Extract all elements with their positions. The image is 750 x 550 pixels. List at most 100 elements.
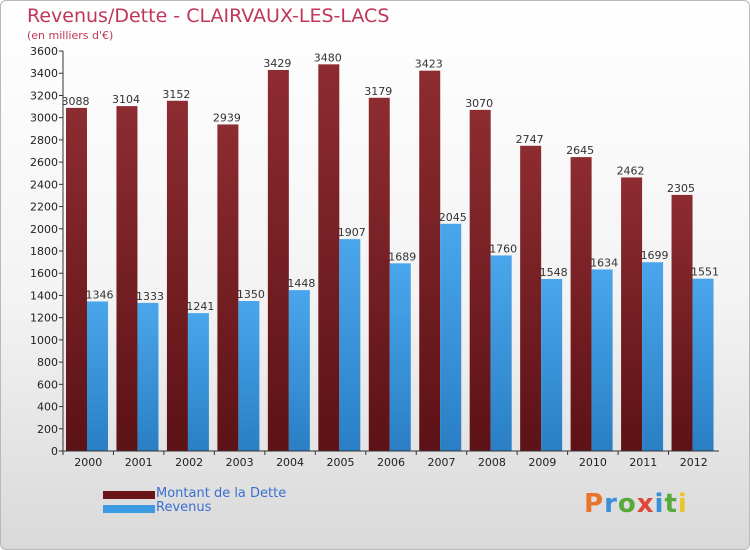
- bar-revenue-2011: [642, 262, 664, 451]
- logo-letter: i: [654, 489, 665, 519]
- data-label-debt-2007: 3423: [415, 58, 443, 71]
- x-tick-label-2008: 2008: [478, 456, 506, 469]
- y-tick-label: 400: [37, 401, 58, 414]
- y-tick-label: 1600: [30, 267, 58, 280]
- data-label-revenue-2010: 1634: [590, 256, 618, 269]
- data-label-revenue-2008: 1760: [489, 242, 517, 255]
- logo-letter: i: [677, 489, 688, 519]
- data-label-revenue-2001: 1333: [136, 290, 164, 303]
- data-label-revenue-2012: 1551: [691, 266, 719, 279]
- bar-debt-2002: [166, 100, 188, 452]
- y-tick-label: 1400: [30, 289, 58, 302]
- x-tick-label-2010: 2010: [579, 456, 607, 469]
- bars-group: [66, 64, 714, 452]
- y-tick-label: 3600: [30, 45, 58, 58]
- y-tick-label: 3400: [30, 67, 58, 80]
- y-tick-label: 2800: [30, 134, 58, 147]
- data-label-debt-2000: 3088: [62, 95, 90, 108]
- bar-revenue-2010: [591, 269, 613, 451]
- data-label-revenue-2006: 1689: [388, 250, 416, 263]
- bar-revenue-2001: [137, 302, 159, 451]
- bar-debt-2000: [66, 107, 87, 451]
- data-label-revenue-2007: 2045: [439, 211, 467, 224]
- x-tick-label-2003: 2003: [226, 456, 254, 469]
- proxiti-logo: Proxiti: [584, 489, 688, 519]
- y-tick-label: 800: [37, 356, 58, 369]
- bar-revenue-2005: [339, 239, 361, 451]
- data-label-revenue-2002: 1241: [186, 300, 214, 313]
- bar-revenue-2004: [288, 290, 310, 451]
- bar-debt-2008: [469, 109, 491, 451]
- data-label-debt-2011: 2462: [617, 164, 645, 177]
- data-label-debt-2002: 3152: [162, 88, 190, 101]
- bar-debt-2004: [267, 70, 289, 451]
- data-label-debt-2008: 3070: [465, 97, 493, 110]
- bar-debt-2009: [520, 145, 542, 451]
- data-label-debt-2004: 3429: [263, 57, 291, 70]
- logo-letter: P: [584, 489, 605, 519]
- x-tick-label-2006: 2006: [377, 456, 405, 469]
- y-tick-label: 200: [37, 423, 58, 436]
- x-tick-label-2012: 2012: [680, 456, 708, 469]
- data-labels: 3088 1346 3104 1333 3152 1241 2939 1350 3429 1448…: [62, 51, 720, 313]
- bar-debt-2007: [419, 70, 441, 452]
- bar-revenue-2012: [692, 278, 714, 451]
- y-tick-label: 2400: [30, 178, 58, 191]
- logo-letter: t: [664, 489, 678, 519]
- bar-revenue-2006: [389, 263, 411, 451]
- y-axis: 0 200 400 600 800 1000 1200 1400 1600 1800 2000 220…: [30, 45, 64, 458]
- y-tick-label: 2600: [30, 156, 58, 169]
- logo-letter: r: [604, 489, 618, 519]
- bar-revenue-2009: [541, 279, 563, 451]
- bar-debt-2011: [621, 177, 643, 451]
- logo-letter: o: [617, 489, 637, 519]
- data-label-revenue-2004: 1448: [287, 277, 315, 290]
- x-tick-label-2009: 2009: [528, 456, 556, 469]
- bar-revenue-2002: [187, 313, 209, 451]
- x-tick-label-2004: 2004: [276, 456, 304, 469]
- y-tick-label: 600: [37, 378, 58, 391]
- bar-debt-2001: [116, 106, 138, 451]
- data-label-debt-2001: 3104: [112, 93, 140, 106]
- data-label-debt-2005: 3480: [314, 51, 342, 64]
- y-tick-label: 0: [51, 445, 58, 458]
- bar-debt-2005: [318, 64, 340, 452]
- x-tick-label-2005: 2005: [327, 456, 355, 469]
- data-label-debt-2012: 2305: [667, 182, 695, 195]
- chart-subtitle: (en milliers d'€): [27, 29, 114, 42]
- chart-title: Revenus/Dette - CLAIRVAUX-LES-LACS: [27, 5, 390, 27]
- data-label-revenue-2011: 1699: [641, 249, 669, 262]
- bar-debt-2012: [671, 194, 693, 451]
- bar-debt-2010: [570, 157, 592, 451]
- data-label-debt-2009: 2747: [516, 133, 544, 146]
- x-tick-label-2000: 2000: [74, 456, 102, 469]
- y-tick-label: 3000: [30, 112, 58, 125]
- y-tick-label: 1800: [30, 245, 58, 258]
- data-label-revenue-2003: 1350: [237, 288, 265, 301]
- y-tick-label: 1200: [30, 312, 58, 325]
- legend-label-debt: Montant de la Dette: [156, 486, 287, 501]
- bar-debt-2006: [368, 97, 390, 452]
- legend-swatch-revenue: [103, 505, 155, 513]
- x-tick-label-2007: 2007: [427, 456, 455, 469]
- x-tick-label-2002: 2002: [175, 456, 203, 469]
- bar-revenue-2008: [490, 255, 512, 451]
- y-tick-label: 3200: [30, 89, 58, 102]
- data-label-revenue-2005: 1907: [338, 226, 366, 239]
- bar-revenue-2007: [440, 223, 462, 451]
- bar-revenue-2003: [238, 301, 260, 451]
- bar-revenue-2000: [87, 301, 108, 451]
- data-label-revenue-2009: 1548: [540, 266, 568, 279]
- legend-label-revenue: Revenus: [156, 500, 212, 515]
- y-tick-label: 2200: [30, 201, 58, 214]
- data-label-debt-2006: 3179: [364, 85, 392, 98]
- data-label-debt-2003: 2939: [213, 111, 241, 124]
- y-tick-label: 1000: [30, 334, 58, 347]
- x-axis: 2000 2001 2002 2003 2004 2005 2006 2007 2008 2009…: [62, 450, 719, 469]
- data-label-revenue-2000: 1346: [86, 288, 114, 301]
- x-tick-label-2001: 2001: [125, 456, 153, 469]
- bar-debt-2003: [217, 124, 239, 451]
- data-label-debt-2010: 2645: [566, 144, 594, 157]
